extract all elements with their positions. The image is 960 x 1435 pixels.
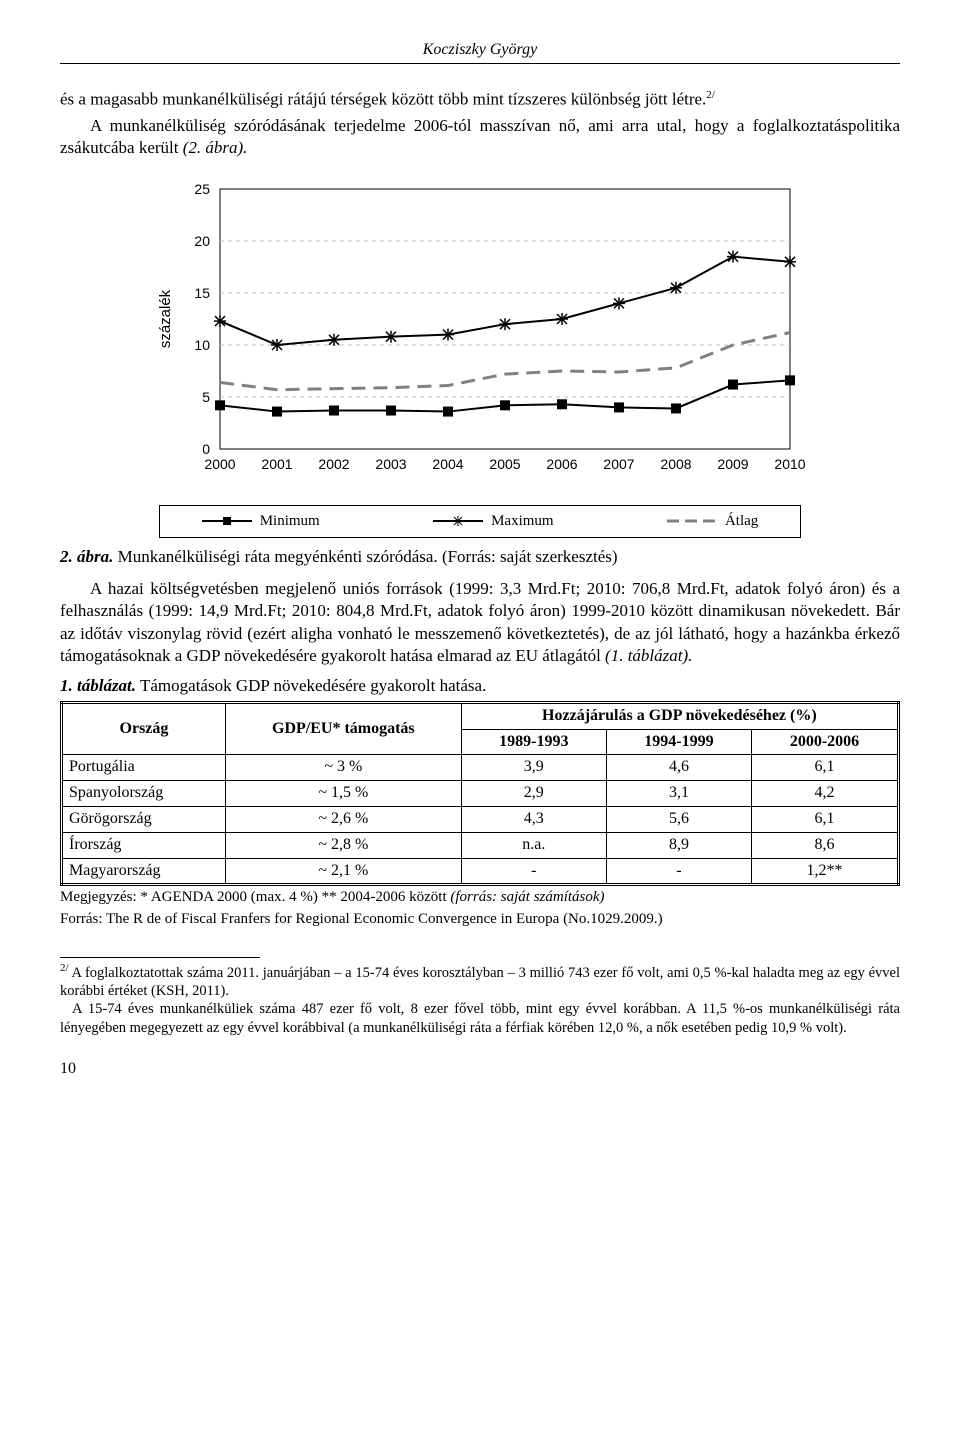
table-row: Írország~ 2,8 %n.a.8,98,6 xyxy=(62,832,899,858)
legend-avg-label: Átlag xyxy=(725,512,758,532)
table-row: Spanyolország~ 1,5 %2,93,14,2 xyxy=(62,781,899,807)
legend-maximum: Maximum xyxy=(433,512,554,532)
tbl-caption-num: 1. táblázat. xyxy=(60,676,136,695)
col-period-1: 1989-1993 xyxy=(461,729,606,755)
footnote-block: 2/ A foglalkoztatottak száma 2011. januá… xyxy=(60,962,900,1036)
svg-text:15: 15 xyxy=(194,285,210,301)
table-caption: 1. táblázat. Támogatások GDP növekedésér… xyxy=(60,675,900,697)
svg-text:2001: 2001 xyxy=(261,456,292,472)
fig-caption-num: 2. ábra. xyxy=(60,547,113,566)
col-gdp: GDP/EU* támogatás xyxy=(225,702,461,755)
tbl-caption-text: Támogatások GDP növekedésére gyakorolt h… xyxy=(136,676,486,695)
table-row: Portugália~ 3 %3,94,66,1 xyxy=(62,755,899,781)
svg-text:5: 5 xyxy=(202,389,210,405)
legend-min-label: Minimum xyxy=(260,512,320,532)
svg-text:20: 20 xyxy=(194,233,210,249)
svg-text:25: 25 xyxy=(194,181,210,197)
footnote-text-2: A 15-74 éves munkanélküliek száma 487 ez… xyxy=(60,1000,900,1036)
paragraph-1: és a magasabb munkanélküliségi rátájú té… xyxy=(60,88,900,111)
table-note-2: Forrás: The R de of Fiscal Franfers for … xyxy=(60,910,900,930)
note1-text: Megjegyzés: * AGENDA 2000 (max. 4 %) ** … xyxy=(60,889,450,905)
svg-text:10: 10 xyxy=(194,337,210,353)
para2-ref: (1. táblázat). xyxy=(605,646,692,665)
svg-text:2009: 2009 xyxy=(717,456,748,472)
svg-text:2005: 2005 xyxy=(489,456,520,472)
svg-text:2002: 2002 xyxy=(318,456,349,472)
table-note-1: Megjegyzés: * AGENDA 2000 (max. 4 %) ** … xyxy=(60,888,900,908)
fig-caption-text: Munkanélküliségi ráta megyénkénti szóród… xyxy=(113,547,617,566)
col-contrib: Hozzájárulás a GDP növekedéséhez (%) xyxy=(461,702,898,729)
figure-caption: 2. ábra. Munkanélküliségi ráta megyénkén… xyxy=(60,546,900,568)
table-header-row-1: Ország GDP/EU* támogatás Hozzájárulás a … xyxy=(62,702,899,729)
gdp-table: Ország GDP/EU* támogatás Hozzájárulás a … xyxy=(60,701,900,887)
svg-text:2010: 2010 xyxy=(774,456,805,472)
line-chart-svg: 0 5 10 15 20 25 2000 2001 2002 2003 2004 2005 2006 20… xyxy=(150,169,810,499)
col-country: Ország xyxy=(62,702,226,755)
svg-text:százalék: százalék xyxy=(157,289,174,348)
para1-text-a: és a magasabb munkanélküliségi rátájú té… xyxy=(60,89,706,108)
footnote-ref: 2/ xyxy=(706,89,715,101)
legend-max-label: Maximum xyxy=(491,512,554,532)
paragraph-1b: A munkanélküliség szóródásának terjedelm… xyxy=(60,115,900,159)
page-number: 10 xyxy=(60,1059,900,1080)
footnote-separator xyxy=(60,957,260,958)
paragraph-2: A hazai költségvetésben megjelenő uniós … xyxy=(60,578,900,666)
chart-legend: Minimum Maximum Átlag xyxy=(159,505,801,539)
note1-italic: (forrás: saját számítások) xyxy=(450,889,604,905)
svg-text:2008: 2008 xyxy=(660,456,691,472)
footnote-mark: 2/ xyxy=(60,962,69,974)
svg-text:2007: 2007 xyxy=(603,456,634,472)
svg-text:0: 0 xyxy=(202,441,210,457)
svg-text:2006: 2006 xyxy=(546,456,577,472)
para2-text: A hazai költségvetésben megjelenő uniós … xyxy=(60,579,900,664)
table-row: Görögország~ 2,6 %4,35,66,1 xyxy=(62,806,899,832)
para1-ref: (2. ábra). xyxy=(183,138,248,157)
svg-text:2004: 2004 xyxy=(432,456,463,472)
footnote-text-1: A foglalkoztatottak száma 2011. januárjá… xyxy=(60,965,900,999)
figure-2: 0 5 10 15 20 25 2000 2001 2002 2003 2004 2005 2006 20… xyxy=(60,169,900,539)
author-header: Kocziszky György xyxy=(60,40,900,64)
col-period-2: 1994-1999 xyxy=(606,729,751,755)
svg-text:2003: 2003 xyxy=(375,456,406,472)
col-period-3: 2000-2006 xyxy=(752,729,899,755)
legend-minimum: Minimum xyxy=(202,512,320,532)
svg-text:2000: 2000 xyxy=(204,456,235,472)
table-row: Magyarország~ 2,1 %--1,2** xyxy=(62,858,899,885)
legend-atlag: Átlag xyxy=(667,512,758,532)
